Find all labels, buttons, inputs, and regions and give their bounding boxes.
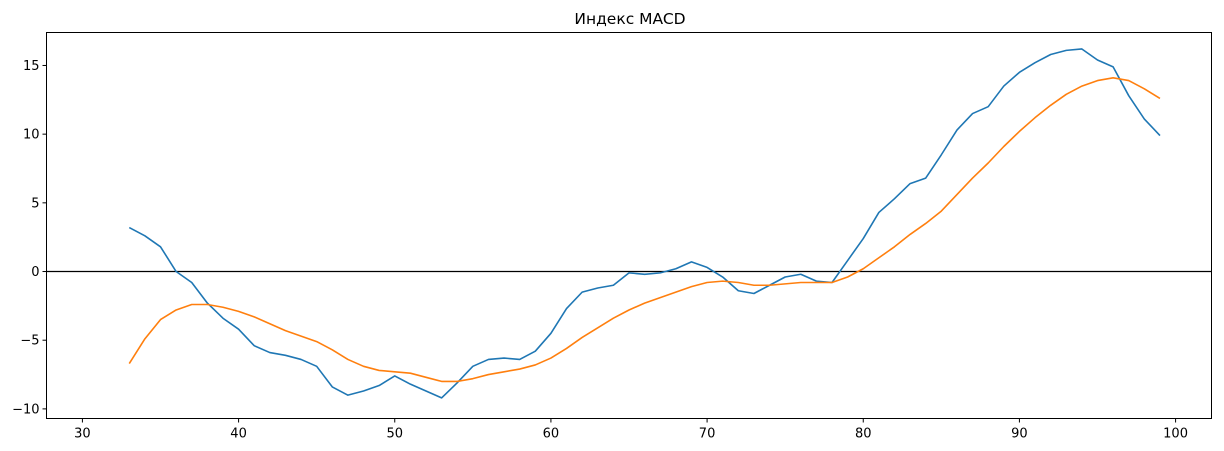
macd-line (128, 48, 1161, 399)
x-tick-label: 70 (699, 427, 716, 442)
y-tick-label: −5 (20, 334, 39, 349)
signal-line (128, 77, 1161, 383)
x-tick-label: 80 (855, 427, 872, 442)
y-tick-label: 10 (23, 128, 40, 143)
x-tick-label: 40 (230, 427, 247, 442)
y-tick-label: 5 (31, 196, 39, 211)
y-tick-label: −10 (12, 402, 39, 417)
axes: 30 40 50 60 70 80 90 100 −10 −5 0 5 10 15 (12, 59, 1188, 442)
x-tick-label: 50 (386, 427, 403, 442)
x-tick-label: 90 (1011, 427, 1028, 442)
y-tick-label: 15 (23, 59, 40, 74)
plot-area (46, 48, 1212, 399)
x-tick-label: 60 (543, 427, 560, 442)
y-tick-label: 0 (31, 265, 39, 280)
chart-title: Индекс MACD (574, 10, 685, 28)
x-tick-label: 100 (1163, 427, 1188, 442)
x-tick-label: 30 (74, 427, 91, 442)
plot-frame (46, 32, 1212, 419)
